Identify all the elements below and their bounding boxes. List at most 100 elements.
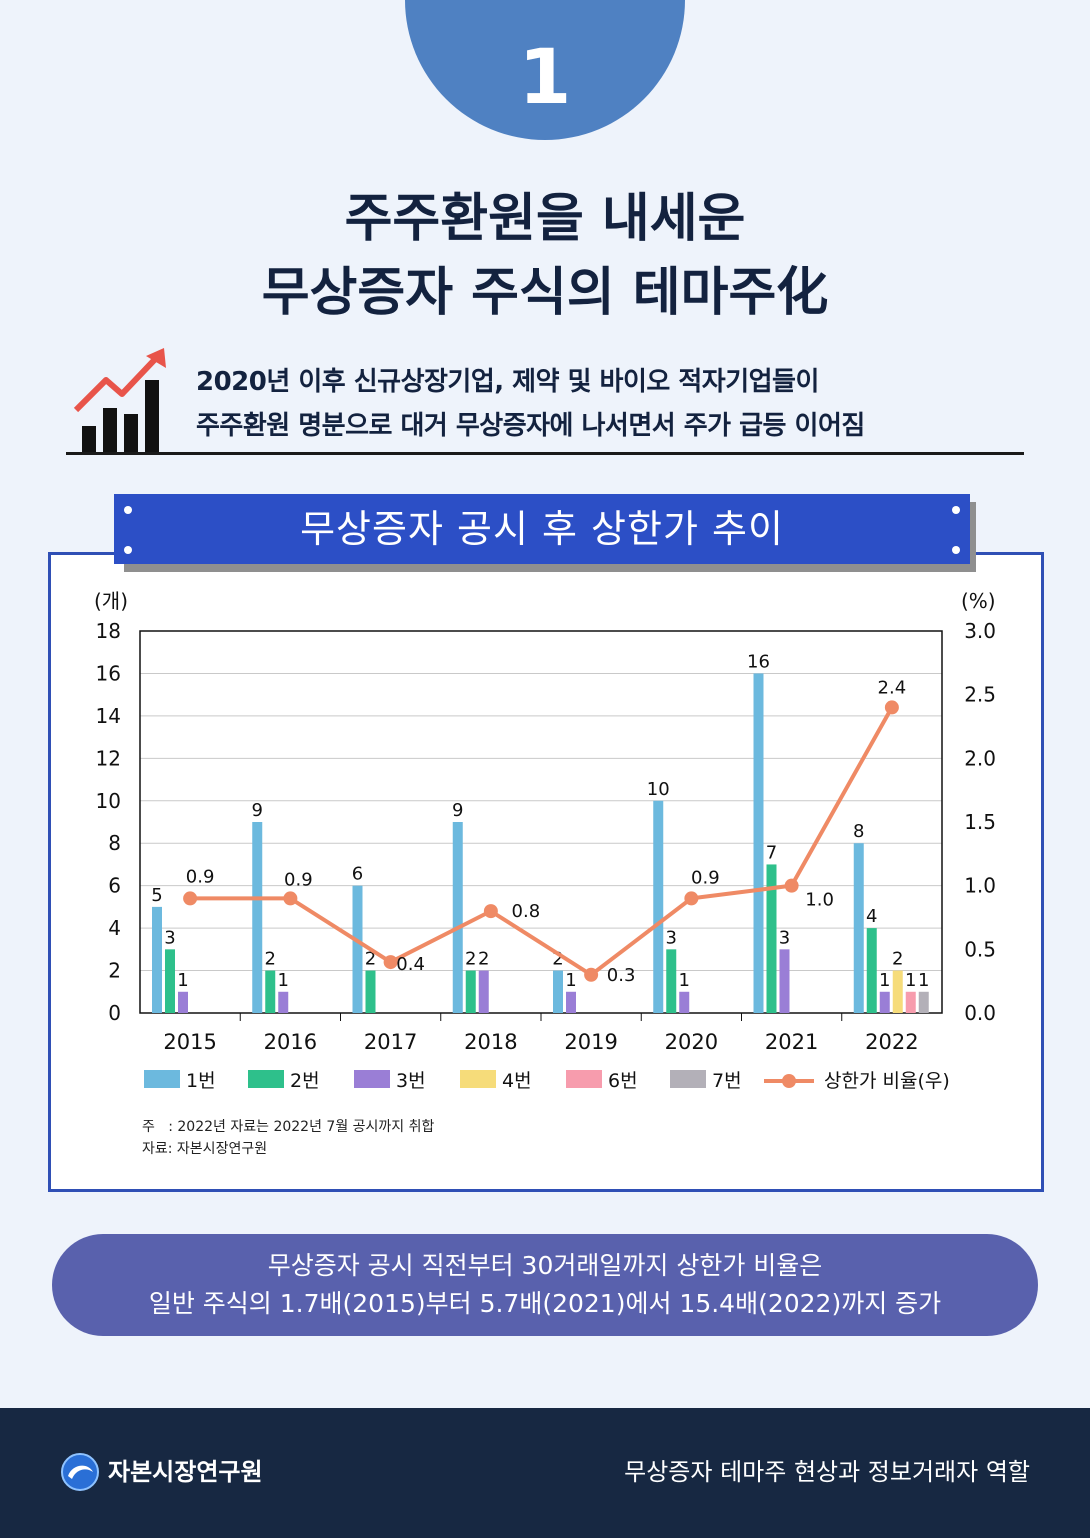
legend-label: 4번 [502, 1070, 532, 1092]
line-value-label: 0.9 [691, 867, 720, 888]
bar [892, 970, 903, 1013]
line-point [584, 967, 599, 982]
line-point [183, 891, 198, 906]
line-value-label: 0.9 [284, 869, 313, 890]
legend-label: 6번 [608, 1070, 638, 1092]
bar [653, 800, 664, 1013]
right-tick-label: 2.0 [964, 746, 996, 770]
bar-value-label: 8 [853, 821, 864, 842]
divider [66, 452, 1024, 455]
legend-swatch [144, 1070, 180, 1088]
left-tick-label: 6 [108, 874, 121, 898]
bar-value-label: 5 [151, 885, 162, 906]
bar-value-label: 1 [278, 970, 289, 991]
bar-value-label: 3 [164, 927, 175, 948]
footer-org-name: 자본시장연구원 [108, 1458, 263, 1486]
bar [152, 906, 162, 1013]
bar [779, 949, 790, 1013]
left-tick-label: 2 [108, 959, 121, 983]
left-tick-label: 10 [96, 789, 121, 813]
subtitle-line-1: 2020년 이후 신규상장기업, 제약 및 바이오 적자기업들이 [196, 367, 819, 397]
bar [165, 949, 175, 1013]
bar-value-label: 3 [779, 927, 790, 948]
bar-value-label: 10 [647, 779, 670, 800]
chart-banner: 무상증자 공시 후 상한가 추이 [114, 494, 970, 564]
bar-value-label: 7 [766, 842, 777, 863]
bar [666, 949, 677, 1013]
bar [465, 970, 476, 1013]
summary-pill: 무상증자 공시 직전부터 30거래일까지 상한가 비율은 일반 주식의 1.7배… [52, 1234, 1038, 1336]
x-tick-label: 2016 [264, 1030, 317, 1054]
bar-value-label: 6 [352, 864, 363, 885]
bar [918, 991, 929, 1013]
right-tick-label: 0.0 [964, 1001, 996, 1025]
bar [679, 991, 690, 1013]
left-tick-label: 0 [108, 1001, 121, 1025]
page-title: 주주환원을 내세운 무상증자 주식의 테마주化 [0, 182, 1090, 330]
section-number: 1 [518, 32, 572, 121]
bar-value-label: 3 [666, 927, 677, 948]
x-tick-label: 2020 [665, 1030, 718, 1054]
legend-swatch [670, 1070, 706, 1088]
bar-value-label: 2 [552, 949, 563, 970]
line-point [884, 700, 899, 715]
left-tick-label: 8 [108, 831, 121, 855]
legend-label: 7번 [712, 1070, 742, 1092]
line-value-label: 1.0 [805, 890, 834, 911]
bar-value-label: 1 [879, 970, 890, 991]
kcmi-logo-icon [61, 1453, 99, 1491]
bar [879, 991, 890, 1013]
left-tick-label: 12 [96, 746, 121, 770]
left-tick-label: 14 [96, 704, 121, 728]
right-axis-unit: (%) [961, 589, 996, 613]
line-series [190, 706, 894, 977]
bar-value-label: 9 [252, 800, 263, 821]
legend-label: 3번 [396, 1070, 426, 1092]
bar-value-label: 4 [866, 906, 877, 927]
bar-value-label: 1 [918, 970, 929, 991]
x-tick-label: 2015 [163, 1030, 216, 1054]
bar-value-label: 2 [265, 949, 276, 970]
bar-value-label: 2 [478, 949, 489, 970]
line-value-label: 0.4 [396, 954, 425, 975]
bar-value-label: 1 [565, 970, 576, 991]
bar-value-label: 2 [465, 949, 476, 970]
line-point [483, 904, 498, 919]
left-tick-label: 16 [96, 661, 121, 685]
right-tick-label: 1.0 [964, 874, 996, 898]
legend-swatch [566, 1070, 602, 1088]
summary-line-1: 무상증자 공시 직전부터 30거래일까지 상한가 비율은 [267, 1251, 823, 1280]
bar-value-label: 1 [177, 970, 188, 991]
banner-dot [952, 546, 960, 554]
bar [478, 970, 489, 1013]
bar [853, 843, 864, 1013]
bar [753, 673, 764, 1013]
bar-value-label: 2 [365, 949, 376, 970]
bar-value-label: 16 [747, 651, 770, 672]
legend-swatch [354, 1070, 390, 1088]
x-tick-label: 2021 [765, 1030, 818, 1054]
bar [265, 970, 276, 1013]
subtitle: 2020년 이후 신규상장기업, 제약 및 바이오 적자기업들이 주주환원 명분… [196, 360, 1036, 448]
bar-value-label: 1 [905, 970, 916, 991]
bar [452, 822, 463, 1013]
legend-swatch [460, 1070, 496, 1088]
right-tick-label: 1.5 [964, 810, 996, 834]
chart-notes: 주 : 2022년 자료는 2022년 7월 공시까지 취합 자료: 자본시장연… [142, 1116, 434, 1160]
bar [178, 991, 188, 1013]
line-point [684, 891, 699, 906]
chart-banner-title: 무상증자 공시 후 상한가 추이 [300, 507, 784, 551]
bar-value-label: 2 [892, 949, 903, 970]
line-value-label: 0.8 [512, 901, 541, 922]
legend-label: 2번 [290, 1070, 320, 1092]
legend-line-marker [782, 1074, 796, 1088]
bar [905, 991, 916, 1013]
x-tick-label: 2017 [364, 1030, 417, 1054]
bar [352, 885, 363, 1013]
footer-series-title: 무상증자 테마주 현상과 정보거래자 역할 [624, 1458, 1030, 1486]
x-tick-label: 2018 [464, 1030, 517, 1054]
bar [553, 970, 563, 1013]
bar [252, 822, 263, 1013]
legend-label: 상한가 비율(우) [824, 1070, 950, 1092]
legend-swatch [248, 1070, 284, 1088]
